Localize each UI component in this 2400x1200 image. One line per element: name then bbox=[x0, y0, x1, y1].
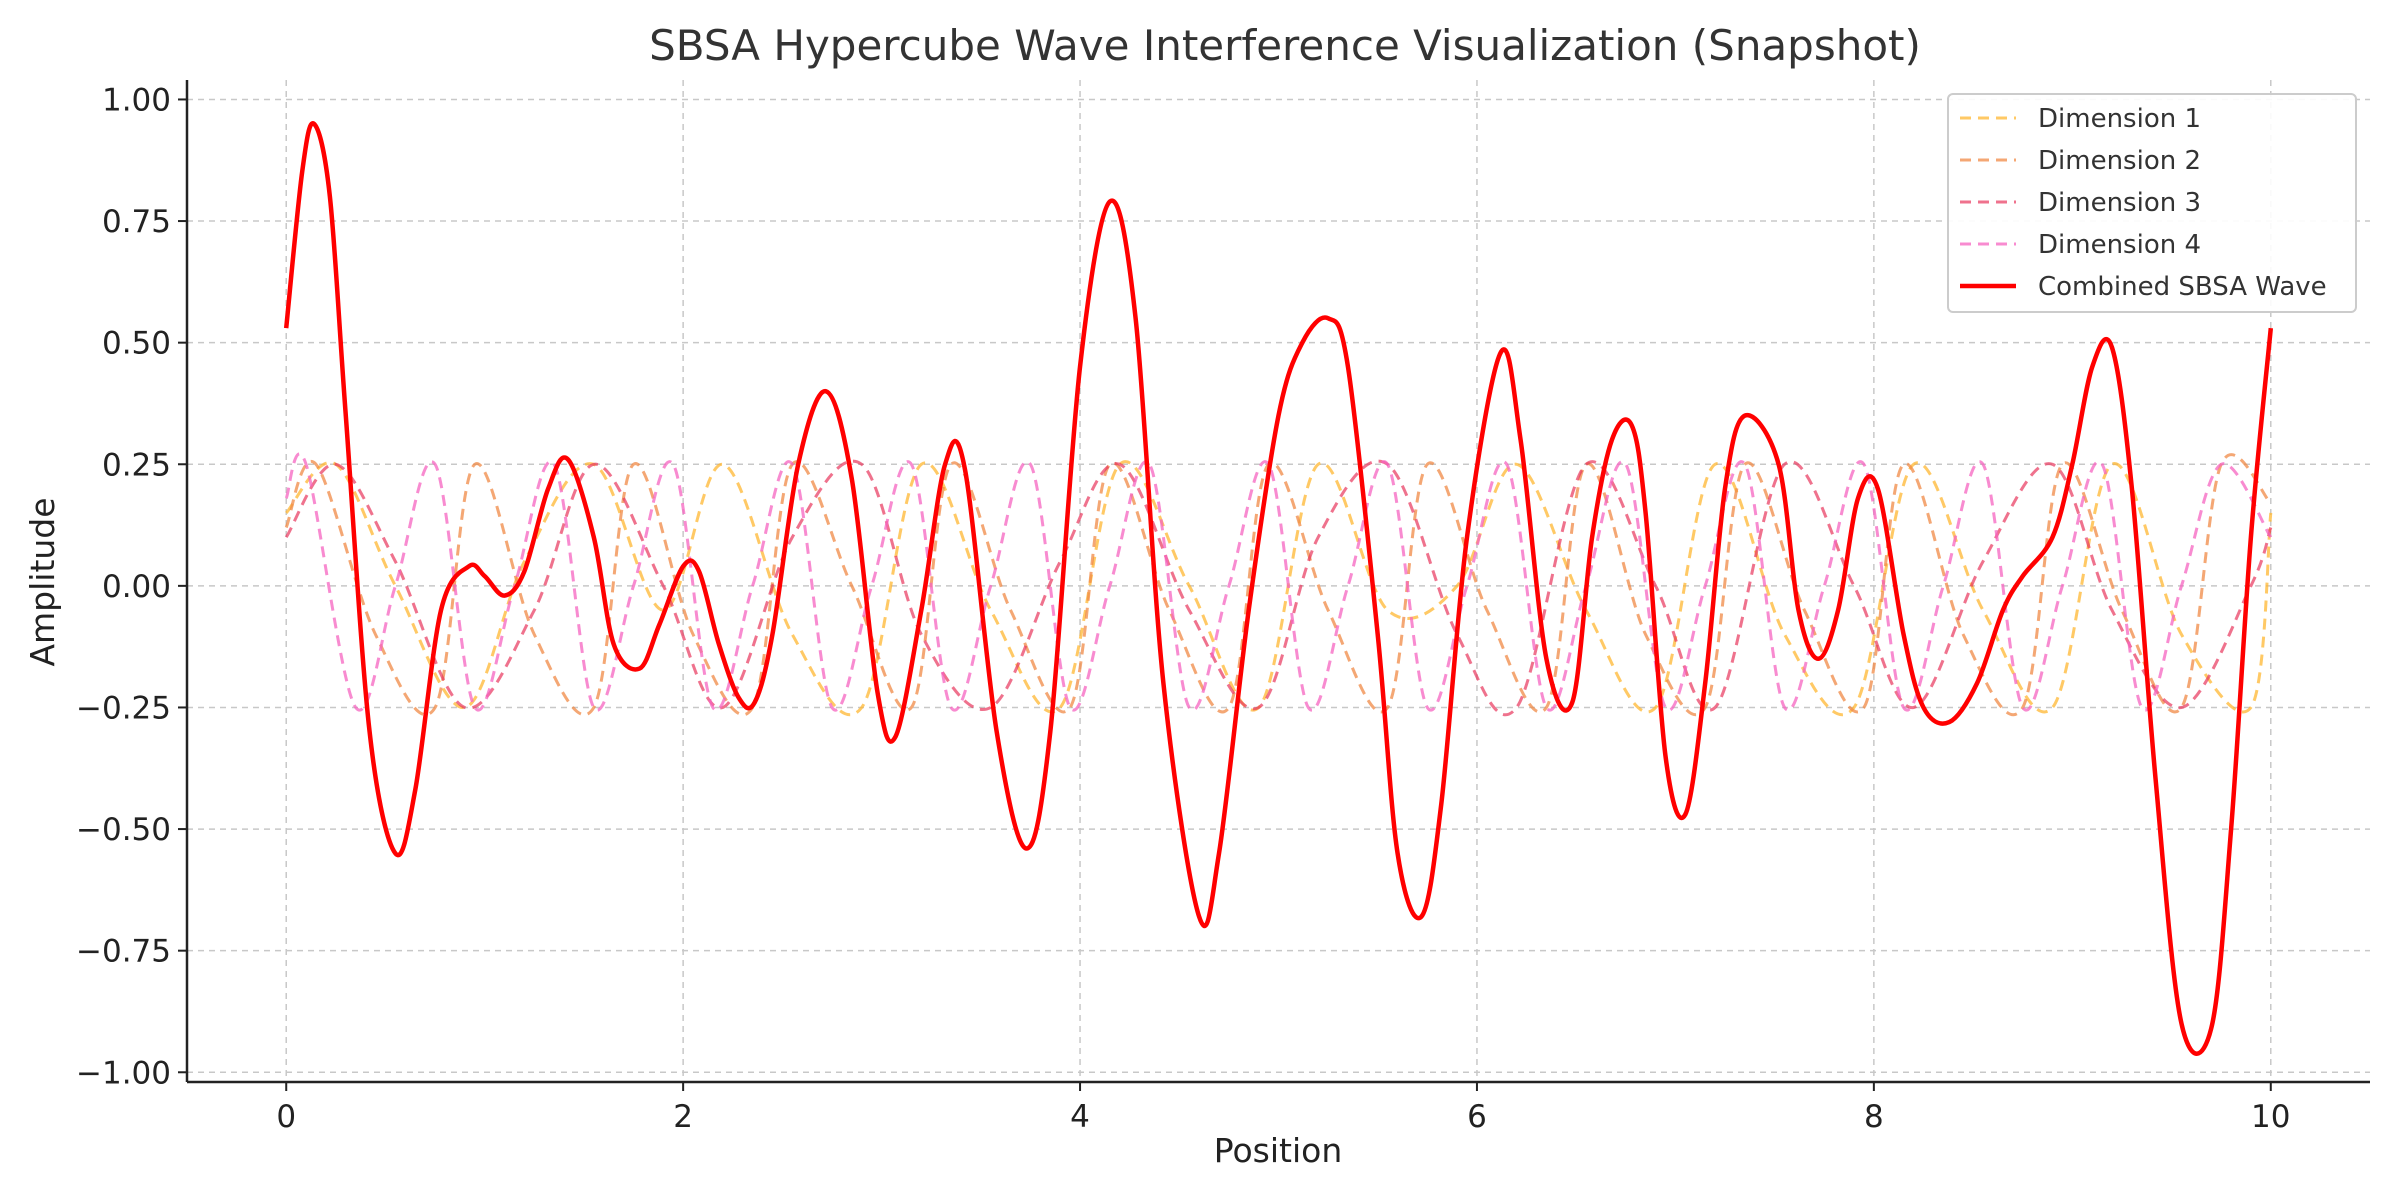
legend-box bbox=[1947, 93, 2357, 313]
y-tick-label: −0.50 bbox=[76, 812, 171, 848]
combined-sbsa-wave-line bbox=[283, 121, 2274, 1056]
dimension-3-line bbox=[284, 459, 2273, 717]
chart-title: SBSA Hypercube Wave Interference Visuali… bbox=[649, 21, 1921, 70]
x-tick-label: 0 bbox=[276, 1099, 296, 1135]
y-tick-label: −0.75 bbox=[76, 934, 171, 970]
x-tick-label: 6 bbox=[1467, 1099, 1487, 1135]
x-tick-label: 8 bbox=[1864, 1099, 1884, 1135]
legend-label-3: Dimension 3 bbox=[2038, 188, 2201, 218]
y-tick-label: −0.25 bbox=[76, 690, 171, 726]
axis-ticks: 0 2 4 6 8 10 1.00 0.75 0.50 0.25 0.00 −0.25 −0.50 −0.… bbox=[76, 82, 2290, 1135]
dimension-1-line bbox=[285, 460, 2273, 717]
y-tick-label: 0.00 bbox=[102, 569, 171, 605]
legend-label-4: Dimension 4 bbox=[2038, 230, 2201, 260]
legend-label-1: Dimension 1 bbox=[2038, 104, 2201, 134]
series-layer bbox=[283, 121, 2274, 1056]
legend-label-5: Combined SBSA Wave bbox=[2038, 272, 2327, 302]
x-axis-label: Position bbox=[1214, 1131, 1343, 1170]
x-tick-label: 10 bbox=[2251, 1099, 2290, 1135]
y-tick-label: 0.50 bbox=[102, 326, 171, 362]
y-tick-label: 0.25 bbox=[102, 447, 171, 483]
y-axis-label: Amplitude bbox=[23, 497, 62, 666]
legend-label-2: Dimension 2 bbox=[2038, 146, 2201, 176]
x-tick-label: 2 bbox=[673, 1099, 693, 1135]
y-tick-label: 1.00 bbox=[102, 82, 171, 118]
x-tick-label: 4 bbox=[1070, 1099, 1090, 1135]
y-tick-label: −1.00 bbox=[76, 1055, 171, 1091]
legend: Dimension 1 Dimension 2 Dimension 3 Dimensi… bbox=[1947, 93, 2357, 313]
y-tick-label: 0.75 bbox=[102, 204, 171, 240]
